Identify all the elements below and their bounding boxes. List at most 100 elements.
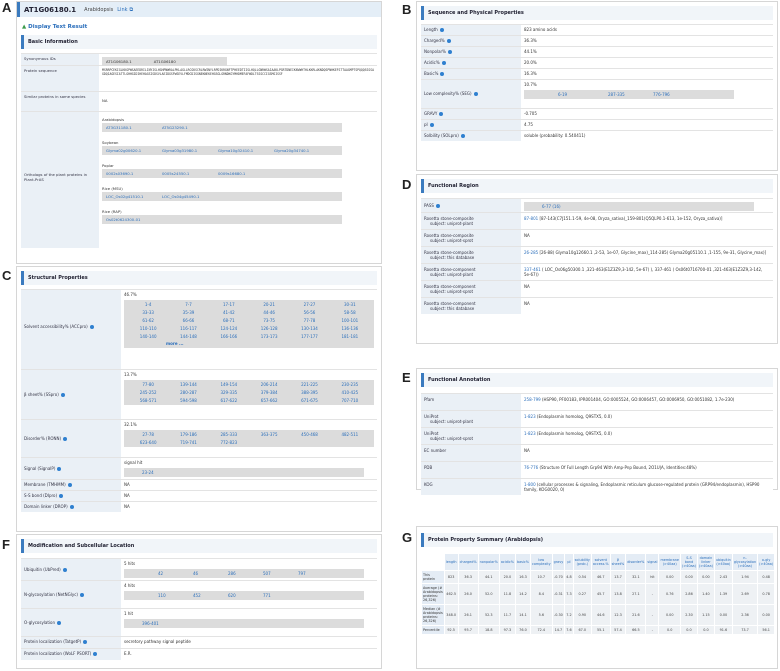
pass-range[interactable]: 6-77 (16) [542, 204, 561, 209]
help-icon[interactable] [447, 50, 452, 54]
acc-range[interactable]: 56-56 [303, 310, 316, 315]
beta-range[interactable]: 221-225 [301, 382, 318, 387]
help-icon[interactable] [89, 325, 94, 329]
ub-site[interactable]: 286 [228, 571, 236, 576]
acc-range[interactable]: 181-181 [341, 334, 359, 339]
beta-range[interactable]: 410-425 [341, 390, 359, 395]
link-button[interactable]: Link [117, 6, 128, 13]
ng-site[interactable]: 620 [228, 593, 236, 598]
help-icon[interactable] [446, 39, 451, 43]
help-icon[interactable] [440, 72, 445, 76]
orth-id[interactable]: LOC_Os04g45490.1 [162, 194, 200, 199]
acc-range[interactable]: 33-33 [142, 310, 154, 315]
help-icon[interactable] [62, 568, 67, 572]
beta-range[interactable]: 617-622 [220, 398, 238, 403]
help-icon[interactable] [441, 61, 446, 65]
orth-id[interactable]: 0005s24550.1 [162, 171, 190, 176]
acc-range[interactable]: 126-128 [260, 326, 278, 331]
ub-site[interactable]: 46 [193, 571, 199, 576]
region-link[interactable]: 258-799 [524, 397, 541, 402]
region-link[interactable]: 1-800 [524, 482, 536, 487]
display-text-result[interactable]: ▲ Display Text Result [22, 24, 381, 30]
help-icon[interactable] [59, 494, 64, 498]
help-icon[interactable] [57, 467, 62, 471]
help-icon[interactable] [460, 134, 465, 138]
lc-range[interactable]: 776-796 [653, 92, 670, 97]
more-link[interactable]: more ... [124, 341, 374, 348]
beta-range[interactable]: 206-214 [260, 382, 278, 387]
beta-range[interactable]: 671-675 [301, 398, 318, 403]
acc-range[interactable]: 20-21 [263, 302, 275, 307]
acc-range[interactable]: 166-166 [220, 334, 238, 339]
acc-range[interactable]: 124-124 [220, 326, 238, 331]
beta-range[interactable]: 657-662 [260, 398, 278, 403]
help-icon[interactable] [439, 112, 444, 116]
help-icon[interactable] [79, 593, 84, 597]
orth-id[interactable]: AT5G23290.1 [162, 125, 188, 130]
orth-id[interactable]: Glyma03g31980.1 [162, 148, 198, 153]
help-icon[interactable] [473, 92, 478, 96]
acc-range[interactable]: 44-46 [263, 310, 275, 315]
beta-range[interactable]: 230-235 [341, 382, 359, 387]
help-icon[interactable] [57, 621, 62, 625]
og-site[interactable]: 396-401 [142, 621, 159, 626]
beta-range[interactable]: 77-80 [142, 382, 154, 387]
dis-range[interactable]: 482-511 [341, 432, 359, 437]
help-icon[interactable] [93, 652, 98, 656]
acc-range[interactable]: 77-78 [303, 318, 316, 323]
help-icon[interactable] [429, 123, 434, 127]
help-icon[interactable] [69, 505, 74, 509]
dis-range[interactable]: 363-375 [260, 432, 278, 437]
orth-id[interactable]: 0009s16680.1 [218, 171, 246, 176]
help-icon[interactable] [63, 437, 68, 441]
help-icon[interactable] [435, 204, 440, 208]
sig-range[interactable]: 23-24 [142, 470, 154, 475]
region-link[interactable]: 337-461 [524, 267, 541, 272]
acc-range[interactable]: 100-101 [341, 318, 359, 323]
acc-range[interactable]: 58-58 [344, 310, 356, 315]
beta-range[interactable]: 139-144 [180, 382, 197, 387]
dis-range[interactable]: 450-468 [301, 432, 318, 437]
beta-range[interactable]: 245-252 [139, 390, 157, 395]
acc-range[interactable]: 173-173 [260, 334, 278, 339]
acc-range[interactable]: 17-17 [223, 302, 235, 307]
acc-range[interactable]: 66-66 [182, 318, 195, 323]
help-icon[interactable] [67, 483, 72, 487]
region-link[interactable]: 1-823 [524, 431, 536, 436]
beta-range[interactable]: 594-598 [180, 398, 197, 403]
help-icon[interactable] [83, 640, 88, 644]
acc-range[interactable]: 68-71 [223, 318, 235, 323]
ub-site[interactable]: 42 [158, 571, 164, 576]
orth-id[interactable]: Glyma10g32410.1 [218, 148, 254, 153]
orth-id[interactable]: Glyma20g34740.1 [274, 148, 310, 153]
beta-range[interactable]: 280-287 [180, 390, 197, 395]
ng-site[interactable]: 110 [158, 593, 166, 598]
dis-range[interactable]: 27-78 [142, 432, 154, 437]
lc-range[interactable]: 6-19 [558, 92, 568, 97]
acc-range[interactable]: 61-62 [142, 318, 154, 323]
orth-id[interactable]: AT3G31180.1 [106, 125, 132, 130]
dis-range[interactable]: 719-741 [180, 440, 197, 445]
acc-range[interactable]: 136-136 [341, 326, 359, 331]
acc-range[interactable]: 73-75 [263, 318, 275, 323]
dis-range[interactable]: 772-823 [220, 440, 238, 445]
dis-range[interactable]: 179-186 [180, 432, 197, 437]
lc-range[interactable]: 287-335 [608, 92, 625, 97]
acc-range[interactable]: 41-42 [223, 310, 235, 315]
acc-range[interactable]: 30-31 [344, 302, 356, 307]
region-link[interactable]: 26-285 [524, 250, 539, 255]
beta-range[interactable]: 149-154 [220, 382, 238, 387]
ng-site[interactable]: 771 [263, 593, 271, 598]
help-icon[interactable] [60, 393, 65, 397]
ng-site[interactable]: 452 [193, 593, 201, 598]
acc-range[interactable]: 140-140 [139, 334, 157, 339]
beta-range[interactable]: 329-335 [220, 390, 238, 395]
beta-range[interactable]: 568-571 [139, 398, 157, 403]
beta-range[interactable]: 388-395 [301, 390, 318, 395]
ub-site[interactable]: 797 [298, 571, 306, 576]
dis-range[interactable]: 285-333 [220, 432, 238, 437]
acc-range[interactable]: 116-117 [180, 326, 197, 331]
acc-range[interactable]: 110-110 [139, 326, 157, 331]
region-link[interactable]: 87-801 [524, 216, 539, 221]
acc-range[interactable]: 1-4 [144, 302, 152, 307]
